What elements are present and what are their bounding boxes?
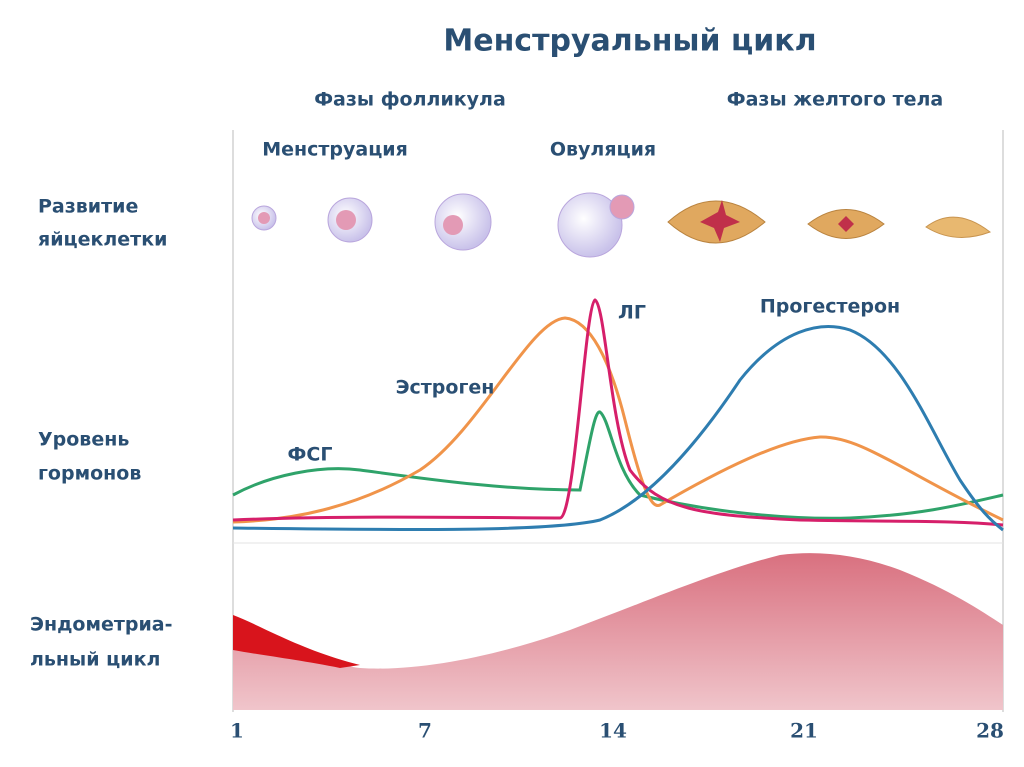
eggs xyxy=(251,192,992,258)
curve-label: ЛГ xyxy=(618,302,646,324)
menstrual-blood xyxy=(233,615,360,668)
day-label: 14 xyxy=(599,719,627,743)
row-label: Эндометриа- xyxy=(30,614,173,636)
lh-curve xyxy=(232,298,1004,527)
curve-label: ФСГ xyxy=(288,444,333,466)
phase-label: Фазы желтого тела xyxy=(727,89,944,111)
curve-label: Эстроген xyxy=(396,377,495,399)
day-label: 28 xyxy=(976,719,1004,743)
event-label: Овуляция xyxy=(550,139,656,161)
row-label: гормонов xyxy=(38,463,141,485)
fsh-curve xyxy=(232,410,1004,520)
row-label: Развитие xyxy=(38,196,138,218)
day-label: 21 xyxy=(790,719,818,743)
row-label: яйцеклетки xyxy=(38,229,167,251)
day-label: 7 xyxy=(418,719,432,743)
progesterone-curve xyxy=(232,325,1004,532)
estrogen-curve xyxy=(232,316,1004,524)
event-label: Менструация xyxy=(262,139,408,161)
phase-label: Фазы фолликула xyxy=(314,89,506,111)
endometrium xyxy=(233,553,1003,710)
curve-label: Прогестерон xyxy=(760,296,900,318)
row-label: Уровень xyxy=(38,429,129,451)
day-label: 1 xyxy=(230,719,244,743)
row-label: льный цикл xyxy=(30,649,160,671)
title: Менструальный цикл xyxy=(443,24,816,59)
